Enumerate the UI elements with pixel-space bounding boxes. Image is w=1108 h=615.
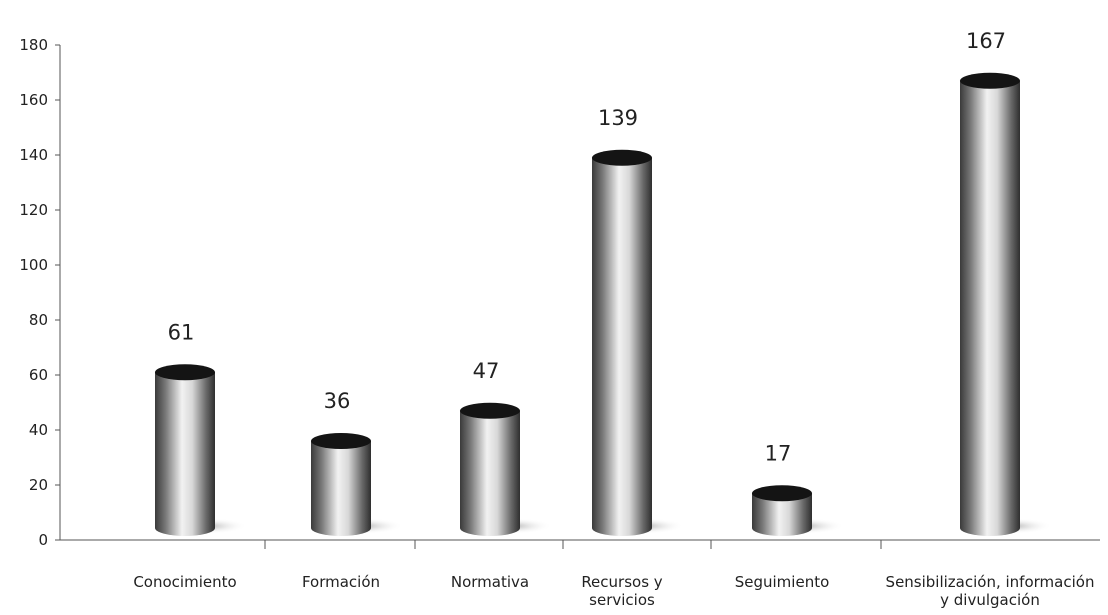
data-label: 47 [473,359,500,383]
bar-top-cap [460,402,520,419]
y-tick-label: 60 [29,366,48,384]
y-tick-label: 80 [29,311,48,329]
x-tick-label: Sensibilización, información [886,573,1095,591]
bar-body [311,441,371,536]
x-tick-label: Conocimiento [133,573,236,591]
y-tick-label: 100 [19,256,48,274]
data-label: 139 [598,106,638,130]
x-axis: Conocimiento Formación Normativa Recursos y… [60,539,1100,609]
bar [460,402,552,536]
y-tick-label: 0 [38,531,48,549]
bar [960,72,1052,536]
y-tick-label: 120 [19,201,48,219]
bar-body [460,410,520,536]
bar-body [155,372,215,536]
bar [592,149,684,536]
y-tick-label: 140 [19,146,48,164]
bars: 61 36 47 139 17 167 [155,29,1052,536]
x-tick-label: Normativa [451,573,529,591]
bar-body [752,493,812,536]
x-tick-label: Seguimiento [735,573,830,591]
y-axis: 0 20 40 60 80 100 120 140 160 180 [19,36,61,549]
bar-body [592,157,652,536]
x-tick-label: Recursos y [581,573,662,591]
bar [155,364,247,536]
bar-top-cap [960,72,1020,89]
y-tick-label: 20 [29,476,48,494]
bar-top-cap [592,149,652,166]
y-tick-label: 160 [19,91,48,109]
x-tick-label: Formación [302,573,380,591]
x-tick-label: servicios [589,591,655,609]
bar-body [960,80,1020,536]
data-label: 17 [765,441,792,465]
data-label: 36 [324,389,351,413]
data-label: 61 [168,320,195,344]
bar-top-cap [155,364,215,381]
bar-top-cap [311,433,371,449]
x-tick-label: y divulgación [940,591,1040,609]
bar [311,433,403,536]
y-tick-label: 180 [19,36,48,54]
y-tick-label: 40 [29,421,48,439]
bar [752,485,844,536]
bar-top-cap [752,485,812,502]
data-label: 167 [966,29,1006,53]
